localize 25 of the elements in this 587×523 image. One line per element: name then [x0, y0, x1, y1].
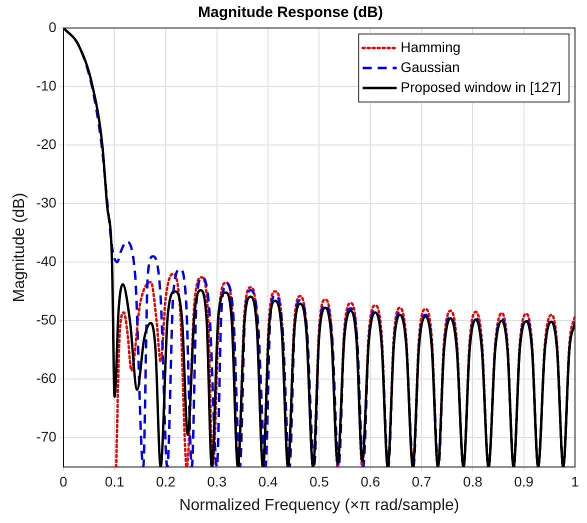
x-tick-label: 0.7: [412, 473, 432, 490]
y-tick-label: -70: [36, 428, 57, 445]
x-tick-label: 0.1: [104, 473, 125, 490]
y-tick-label: -10: [36, 77, 57, 94]
x-tick-label: 1: [571, 473, 580, 490]
x-tick-label: 0.6: [360, 473, 380, 490]
x-tick-label: 0: [60, 473, 68, 490]
y-tick-label: -20: [36, 136, 57, 152]
y-tick-label: -60: [36, 370, 57, 386]
chart-title: Magnitude Response (dB): [198, 4, 384, 22]
y-tick-label: -40: [36, 252, 57, 269]
x-axis-title: Normalized Frequency (×π rad/sample): [179, 496, 460, 514]
x-tick-label: 0.9: [514, 473, 534, 490]
x-tick-label: 0.2: [156, 473, 176, 490]
y-tick-label: -50: [36, 312, 57, 328]
x-tick-label: 0.4: [258, 473, 278, 490]
y-tick-label: -30: [36, 194, 57, 210]
y-axis-title: Magnitude (dB): [11, 192, 28, 302]
legend-label: Gaussian: [400, 58, 460, 75]
legend-label: Hamming: [400, 38, 461, 55]
legend-label: Proposed window in [127]: [400, 78, 562, 95]
x-tick-label: 0.3: [207, 473, 227, 490]
x-tick-label: 0.5: [309, 473, 330, 490]
y-tick-label: 0: [48, 18, 57, 35]
x-tick-label: 0.8: [462, 473, 483, 490]
